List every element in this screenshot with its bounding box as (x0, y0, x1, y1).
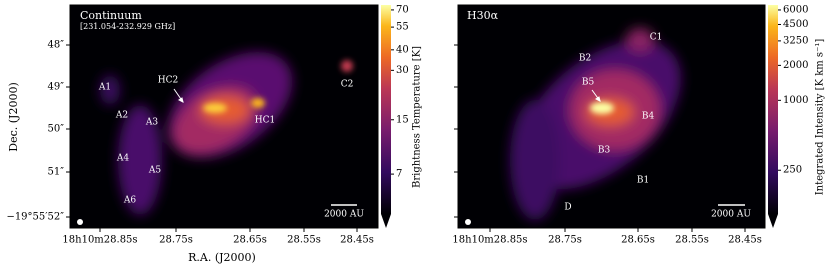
colorbar-tick-label: 4500 (783, 19, 808, 30)
arrows (173, 88, 601, 103)
source-label: HC2 (158, 76, 178, 86)
source-label: B4 (642, 112, 655, 122)
source-label: C1 (650, 33, 663, 43)
colorbar-tick-label: 7 (396, 169, 402, 180)
x-tick-label: 28.45s (728, 235, 762, 246)
scalebar-label: 2000 AU (324, 210, 364, 220)
colorbar-extend (381, 214, 391, 228)
colorbar-tick-label: 1000 (783, 95, 808, 106)
source-label: A6 (123, 196, 136, 206)
x-tick-label: 28.55s (287, 235, 321, 246)
x-tick-label: 28.75s (159, 235, 193, 246)
source-label: A3 (145, 118, 158, 128)
y-tick-label: −19°55′52″ (6, 212, 64, 223)
colorbar (768, 5, 778, 214)
source-label: A1 (98, 83, 111, 93)
beam (465, 219, 471, 225)
colorbar-tick-label: 6000 (783, 4, 808, 15)
source-label: A4 (116, 154, 129, 164)
source-label: A5 (148, 166, 161, 176)
x-tick-label: 28.55s (675, 235, 709, 246)
x-tick-label: 28.75s (548, 235, 582, 246)
x-tick-label: 28.65s (621, 235, 655, 246)
colorbar (381, 5, 391, 214)
colorbar-tick-label: 3250 (783, 35, 808, 46)
x-tick-label: 28.45s (340, 235, 374, 246)
colorbar-label: Integrated Intensity [K km s⁻¹] (815, 39, 826, 196)
panel-title: Continuum (80, 9, 142, 22)
source-label: A2 (115, 111, 128, 121)
source-label: D (564, 203, 571, 213)
y-tick-label: 51″ (48, 167, 65, 178)
x-axis-label: R.A. (J2000) (188, 251, 256, 264)
source-label: B1 (637, 176, 649, 186)
source-label: B3 (598, 146, 611, 156)
x-tick-label: 28.65s (233, 235, 267, 246)
colorbar-tick-label: 70 (396, 4, 409, 15)
colorbar-tick-label: 30 (396, 65, 409, 76)
colorbar-tick-label: 250 (783, 165, 802, 176)
y-tick-label: 49″ (48, 82, 65, 93)
colorbar-tick-label: 55 (396, 22, 409, 33)
colorbar-tick-label: 2000 (783, 60, 808, 71)
colorbar-extend (768, 214, 778, 228)
scalebar-label: 2000 AU (711, 210, 751, 220)
x-tick-label: 18h10m28.85s (62, 235, 137, 246)
h30a-image (458, 5, 765, 228)
panel-subtitle: [231.054-232.929 GHz] (80, 22, 175, 31)
y-axis-label: Dec. (J2000) (7, 82, 20, 151)
source-label: C2 (341, 80, 354, 90)
continuum-image (70, 5, 378, 228)
colorbar-label: Brightness Temperature [K] (412, 46, 423, 188)
x-tick-label: 18h10m28.85s (452, 235, 527, 246)
y-tick-label: 48″ (48, 40, 65, 51)
colorbar-tick-label: 40 (396, 44, 409, 55)
source-label: HC1 (255, 116, 275, 126)
beam (77, 219, 83, 225)
panel-title: H30α (467, 9, 499, 22)
colorbar-tick-label: 15 (396, 114, 409, 125)
y-tick-label: 50″ (48, 124, 65, 135)
source-label: B5 (582, 78, 595, 88)
source-label: B2 (579, 54, 591, 64)
